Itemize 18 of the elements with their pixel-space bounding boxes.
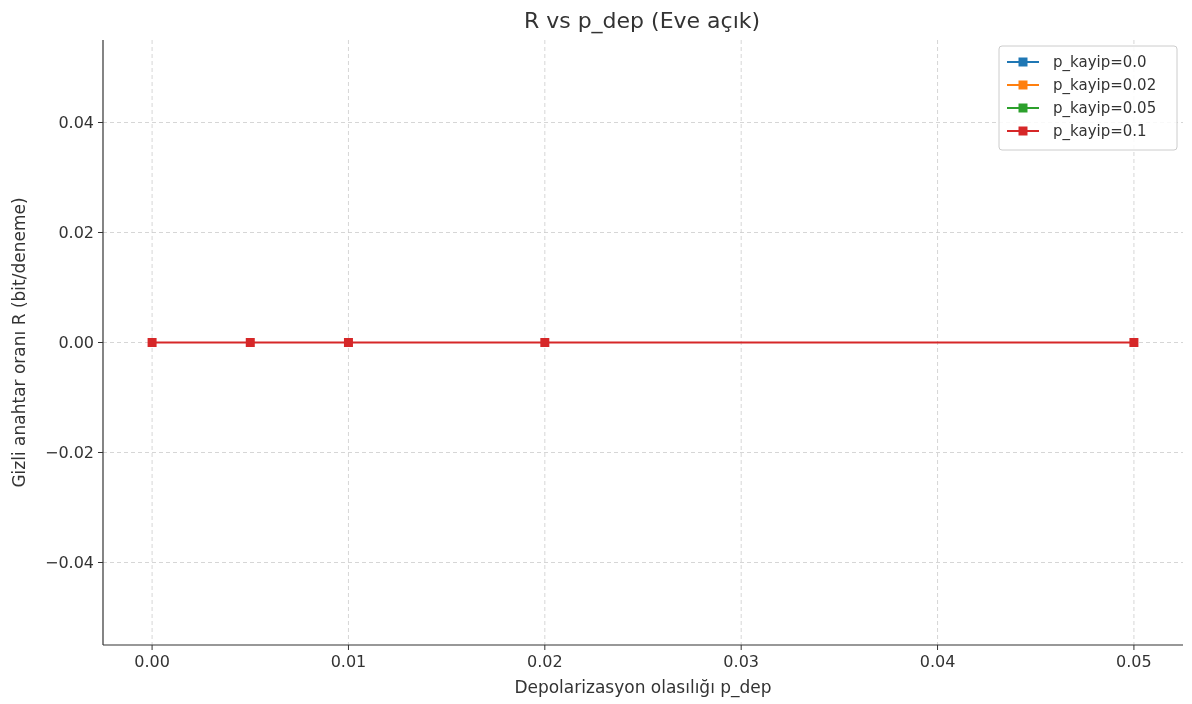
y-axis-title: Gizli anahtar oranı R (bit/deneme) <box>9 197 29 488</box>
x-axis-title: Depolarizasyon olasılığı p_dep <box>514 677 772 698</box>
legend-label: p_kayip=0.02 <box>1053 76 1157 96</box>
legend-label: p_kayip=0.1 <box>1053 122 1147 142</box>
y-tick-label: 0.02 <box>58 223 94 243</box>
y-tick-label: −0.02 <box>44 443 94 463</box>
x-tick-label: 0.03 <box>723 652 759 671</box>
x-tick-label: 0.04 <box>919 652 956 671</box>
x-tick-label: 0.00 <box>134 652 170 671</box>
y-tick-label: 0.00 <box>58 333 94 353</box>
legend-label: p_kayip=0.0 <box>1053 53 1147 73</box>
x-tick-label: 0.02 <box>527 652 563 671</box>
y-tick-label: −0.04 <box>44 553 94 573</box>
chart-title: R vs p_dep (Eve açık) <box>523 8 761 34</box>
y-tick-label: 0.04 <box>58 113 94 133</box>
legend-label: p_kayip=0.05 <box>1053 99 1157 119</box>
x-tick-label: 0.05 <box>1116 652 1152 671</box>
x-tick-label: 0.01 <box>330 652 367 671</box>
